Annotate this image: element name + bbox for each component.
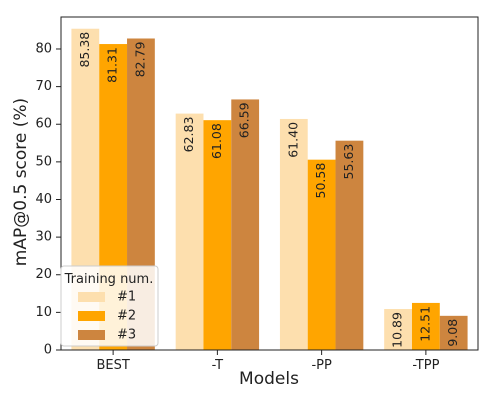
legend-label: #3 [117, 328, 136, 343]
bar-value-label: 61.40 [285, 122, 300, 158]
bar-value-label: 55.63 [341, 144, 356, 180]
x-tick-label: -PP [311, 358, 332, 373]
legend-label: #2 [117, 309, 136, 324]
bar-tpp-series-3 [439, 315, 468, 350]
axes-layer: 0 10 20 30 40 50 60 70 80 BEST -T -PP -TPP [35, 16, 479, 373]
x-axis-title: Models [239, 369, 299, 389]
y-tick-label: 20 [35, 267, 52, 282]
plot-frame [60, 16, 479, 351]
bar-value-label: 12.51 [417, 306, 432, 342]
legend: Training num. #1 #2 #3 [60, 265, 159, 347]
y-tick-label: 40 [35, 192, 52, 207]
y-axis-title: mAP@0.5 score (%) [11, 98, 31, 266]
x-tick-label: -T [212, 358, 223, 373]
bar-value-label: 9.08 [445, 319, 460, 347]
y-tick-label: 50 [35, 154, 52, 169]
bar-t-series-2 [203, 120, 232, 350]
bar-value-label: 50.58 [313, 163, 328, 199]
y-tick-label: 60 [35, 117, 52, 132]
x-tick-label: -TPP [412, 358, 439, 373]
legend-label: #1 [117, 290, 136, 305]
bar-value-label: 62.83 [181, 117, 196, 153]
bar-value-label: 82.79 [132, 41, 147, 77]
bar-value-label: 61.08 [209, 123, 224, 159]
y-tick-label: 0 [44, 343, 52, 358]
legend-swatch [78, 292, 105, 302]
bar-tpp-series-2 [411, 302, 440, 350]
bar-t-series-3 [231, 99, 260, 350]
bar-value-label: 85.38 [77, 32, 92, 68]
bar-tpp-series-1 [384, 309, 412, 350]
legend-items: #1 #2 #3 [78, 290, 136, 343]
y-tick-label: 80 [35, 41, 52, 56]
y-tick-label: 10 [35, 305, 52, 320]
bar-labels-layer: 85.38 62.83 61.40 10.89 81.31 61.08 50.58 12.51… [77, 32, 460, 348]
y-tick-label: 30 [35, 230, 52, 245]
bar-value-label: 81.31 [105, 47, 120, 83]
x-tick-label: BEST [96, 358, 129, 373]
bar-value-label: 66.59 [237, 102, 252, 138]
bar-t-series-1 [175, 113, 204, 350]
bar-pp-series-2 [307, 159, 336, 350]
legend-swatch [78, 311, 105, 321]
bar-pp-series-3 [335, 140, 364, 350]
legend-swatch [78, 330, 105, 340]
legend-box [60, 265, 159, 347]
bar-pp-series-1 [279, 118, 308, 350]
bar-value-label: 10.89 [390, 312, 405, 348]
y-tick-label: 70 [35, 79, 52, 94]
legend-title: Training num. [64, 272, 154, 287]
